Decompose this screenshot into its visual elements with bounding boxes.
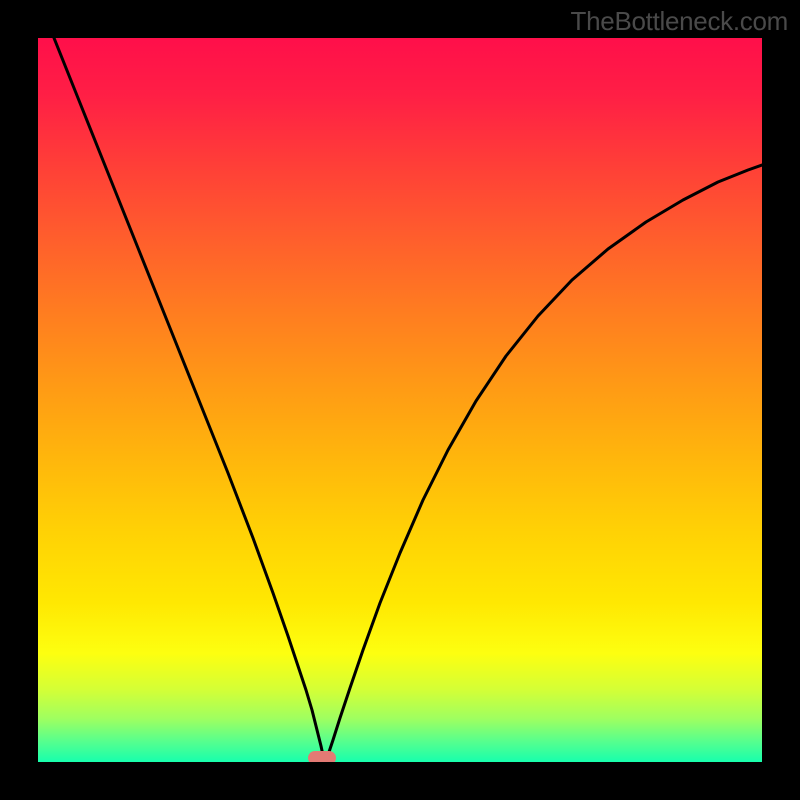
chart-outer-frame: TheBottleneck.com [0, 0, 800, 800]
plot-area [38, 38, 762, 762]
optimal-point-marker [308, 751, 336, 762]
watermark-label: TheBottleneck.com [571, 6, 788, 37]
bottleneck-curve [38, 38, 762, 762]
